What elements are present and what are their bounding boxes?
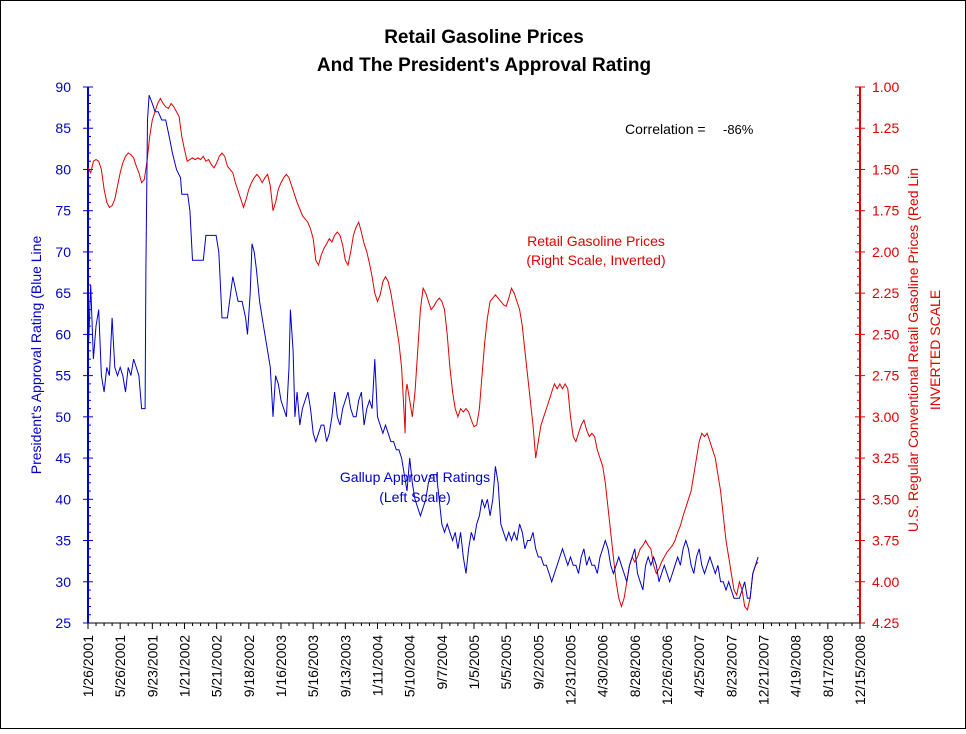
- right-axis-title-line-2: INVERTED SCALE: [927, 290, 943, 410]
- right-tick-label: 3.25: [872, 450, 899, 466]
- right-tick-label: 1.00: [872, 79, 899, 95]
- right-tick-label: 1.75: [872, 203, 899, 219]
- x-tick-label: 9/18/2002: [241, 635, 257, 697]
- gas-annotation-line-2: (Right Scale, Inverted): [526, 252, 665, 268]
- left-tick-label: 50: [55, 409, 71, 425]
- x-tick-label: 4/19/2008: [788, 635, 804, 697]
- chart-title-line-1: Retail Gasoline Prices: [384, 27, 584, 48]
- x-tick-label: 5/10/2004: [402, 635, 418, 697]
- x-tick-label: 8/17/2008: [820, 635, 836, 697]
- gas-annotation-line-1: Retail Gasoline Prices: [527, 233, 665, 249]
- x-tick-label: 9/13/2003: [337, 635, 353, 697]
- approval-rating-series-line: [87, 95, 759, 599]
- x-tick-label: 1/21/2002: [177, 635, 193, 697]
- left-tick-label: 80: [55, 161, 71, 177]
- x-tick-label: 5/16/2003: [305, 635, 321, 697]
- left-tick-label: 30: [55, 574, 71, 590]
- left-tick-label: 75: [55, 203, 71, 219]
- right-tick-label: 2.50: [872, 326, 899, 342]
- x-tick-label: 4/30/2006: [595, 635, 611, 697]
- approval-annotation-line-1: Gallup Approval Ratings: [340, 469, 490, 485]
- right-tick-label: 2.00: [872, 244, 899, 260]
- right-tick-label: 1.25: [872, 120, 899, 136]
- x-tick-label: 12/31/2005: [563, 635, 579, 705]
- x-tick-label: 5/5/2005: [498, 635, 514, 690]
- left-tick-label: 85: [55, 120, 71, 136]
- x-tick-label: 12/15/2008: [852, 635, 868, 705]
- left-tick-label: 70: [55, 244, 71, 260]
- right-tick-label: 3.50: [872, 491, 899, 507]
- x-tick-label: 1/11/2004: [370, 635, 386, 696]
- left-tick-label: 60: [55, 326, 71, 342]
- left-tick-label: 55: [55, 368, 71, 384]
- x-tick-label: 9/2/2005: [530, 635, 546, 690]
- right-tick-label: 4.25: [872, 615, 899, 631]
- x-tick-label: 1/26/2001: [80, 635, 96, 697]
- x-tick-label: 8/23/2007: [723, 635, 739, 697]
- left-y-axis: 25 30 35 40 45 50 55 60 65 70 75 80 85 90: [55, 79, 93, 631]
- right-tick-label: 3.00: [872, 409, 899, 425]
- right-axis-title-line-1: U.S. Regular Conventional Retail Gasolin…: [905, 168, 921, 532]
- right-tick-label: 1.50: [872, 161, 899, 177]
- x-tick-label: 12/26/2006: [659, 635, 675, 705]
- x-tick-label: 1/16/2003: [273, 635, 289, 697]
- x-tick-label: 4/25/2007: [691, 635, 707, 697]
- left-tick-label: 90: [55, 79, 71, 95]
- x-tick-label: 9/7/2004: [434, 635, 450, 690]
- x-tick-label: 8/28/2006: [627, 635, 643, 697]
- x-tick-label: 5/21/2002: [209, 635, 225, 697]
- right-tick-label: 4.00: [872, 574, 899, 590]
- correlation-value: -86%: [723, 122, 754, 137]
- right-y-axis: 1.00 1.25 1.50 1.75 2.00 2.25 2.50 2.75 3.00 3.25…: [855, 79, 899, 631]
- x-tick-label: 5/26/2001: [112, 635, 128, 697]
- correlation-label: Correlation =: [625, 121, 706, 137]
- right-tick-label: 2.75: [872, 368, 899, 384]
- x-tick-label: 1/5/2005: [466, 635, 482, 690]
- right-tick-label: 2.25: [872, 285, 899, 301]
- chart-title-line-2: And The President's Approval Rating: [317, 55, 651, 76]
- left-tick-label: 35: [55, 533, 71, 549]
- x-tick-label: 9/23/2001: [144, 635, 160, 697]
- x-tick-label: 12/21/2007: [756, 635, 772, 705]
- approval-annotation-line-2: (Left Scale): [379, 489, 451, 505]
- left-tick-label: 45: [55, 450, 71, 466]
- left-axis-title: President's Approval Rating (Blue Line: [28, 236, 44, 475]
- gasoline-price-series-line: [87, 97, 759, 611]
- left-tick-label: 25: [55, 615, 71, 631]
- left-tick-label: 40: [55, 491, 71, 507]
- left-tick-label: 65: [55, 285, 71, 301]
- right-tick-label: 3.75: [872, 533, 899, 549]
